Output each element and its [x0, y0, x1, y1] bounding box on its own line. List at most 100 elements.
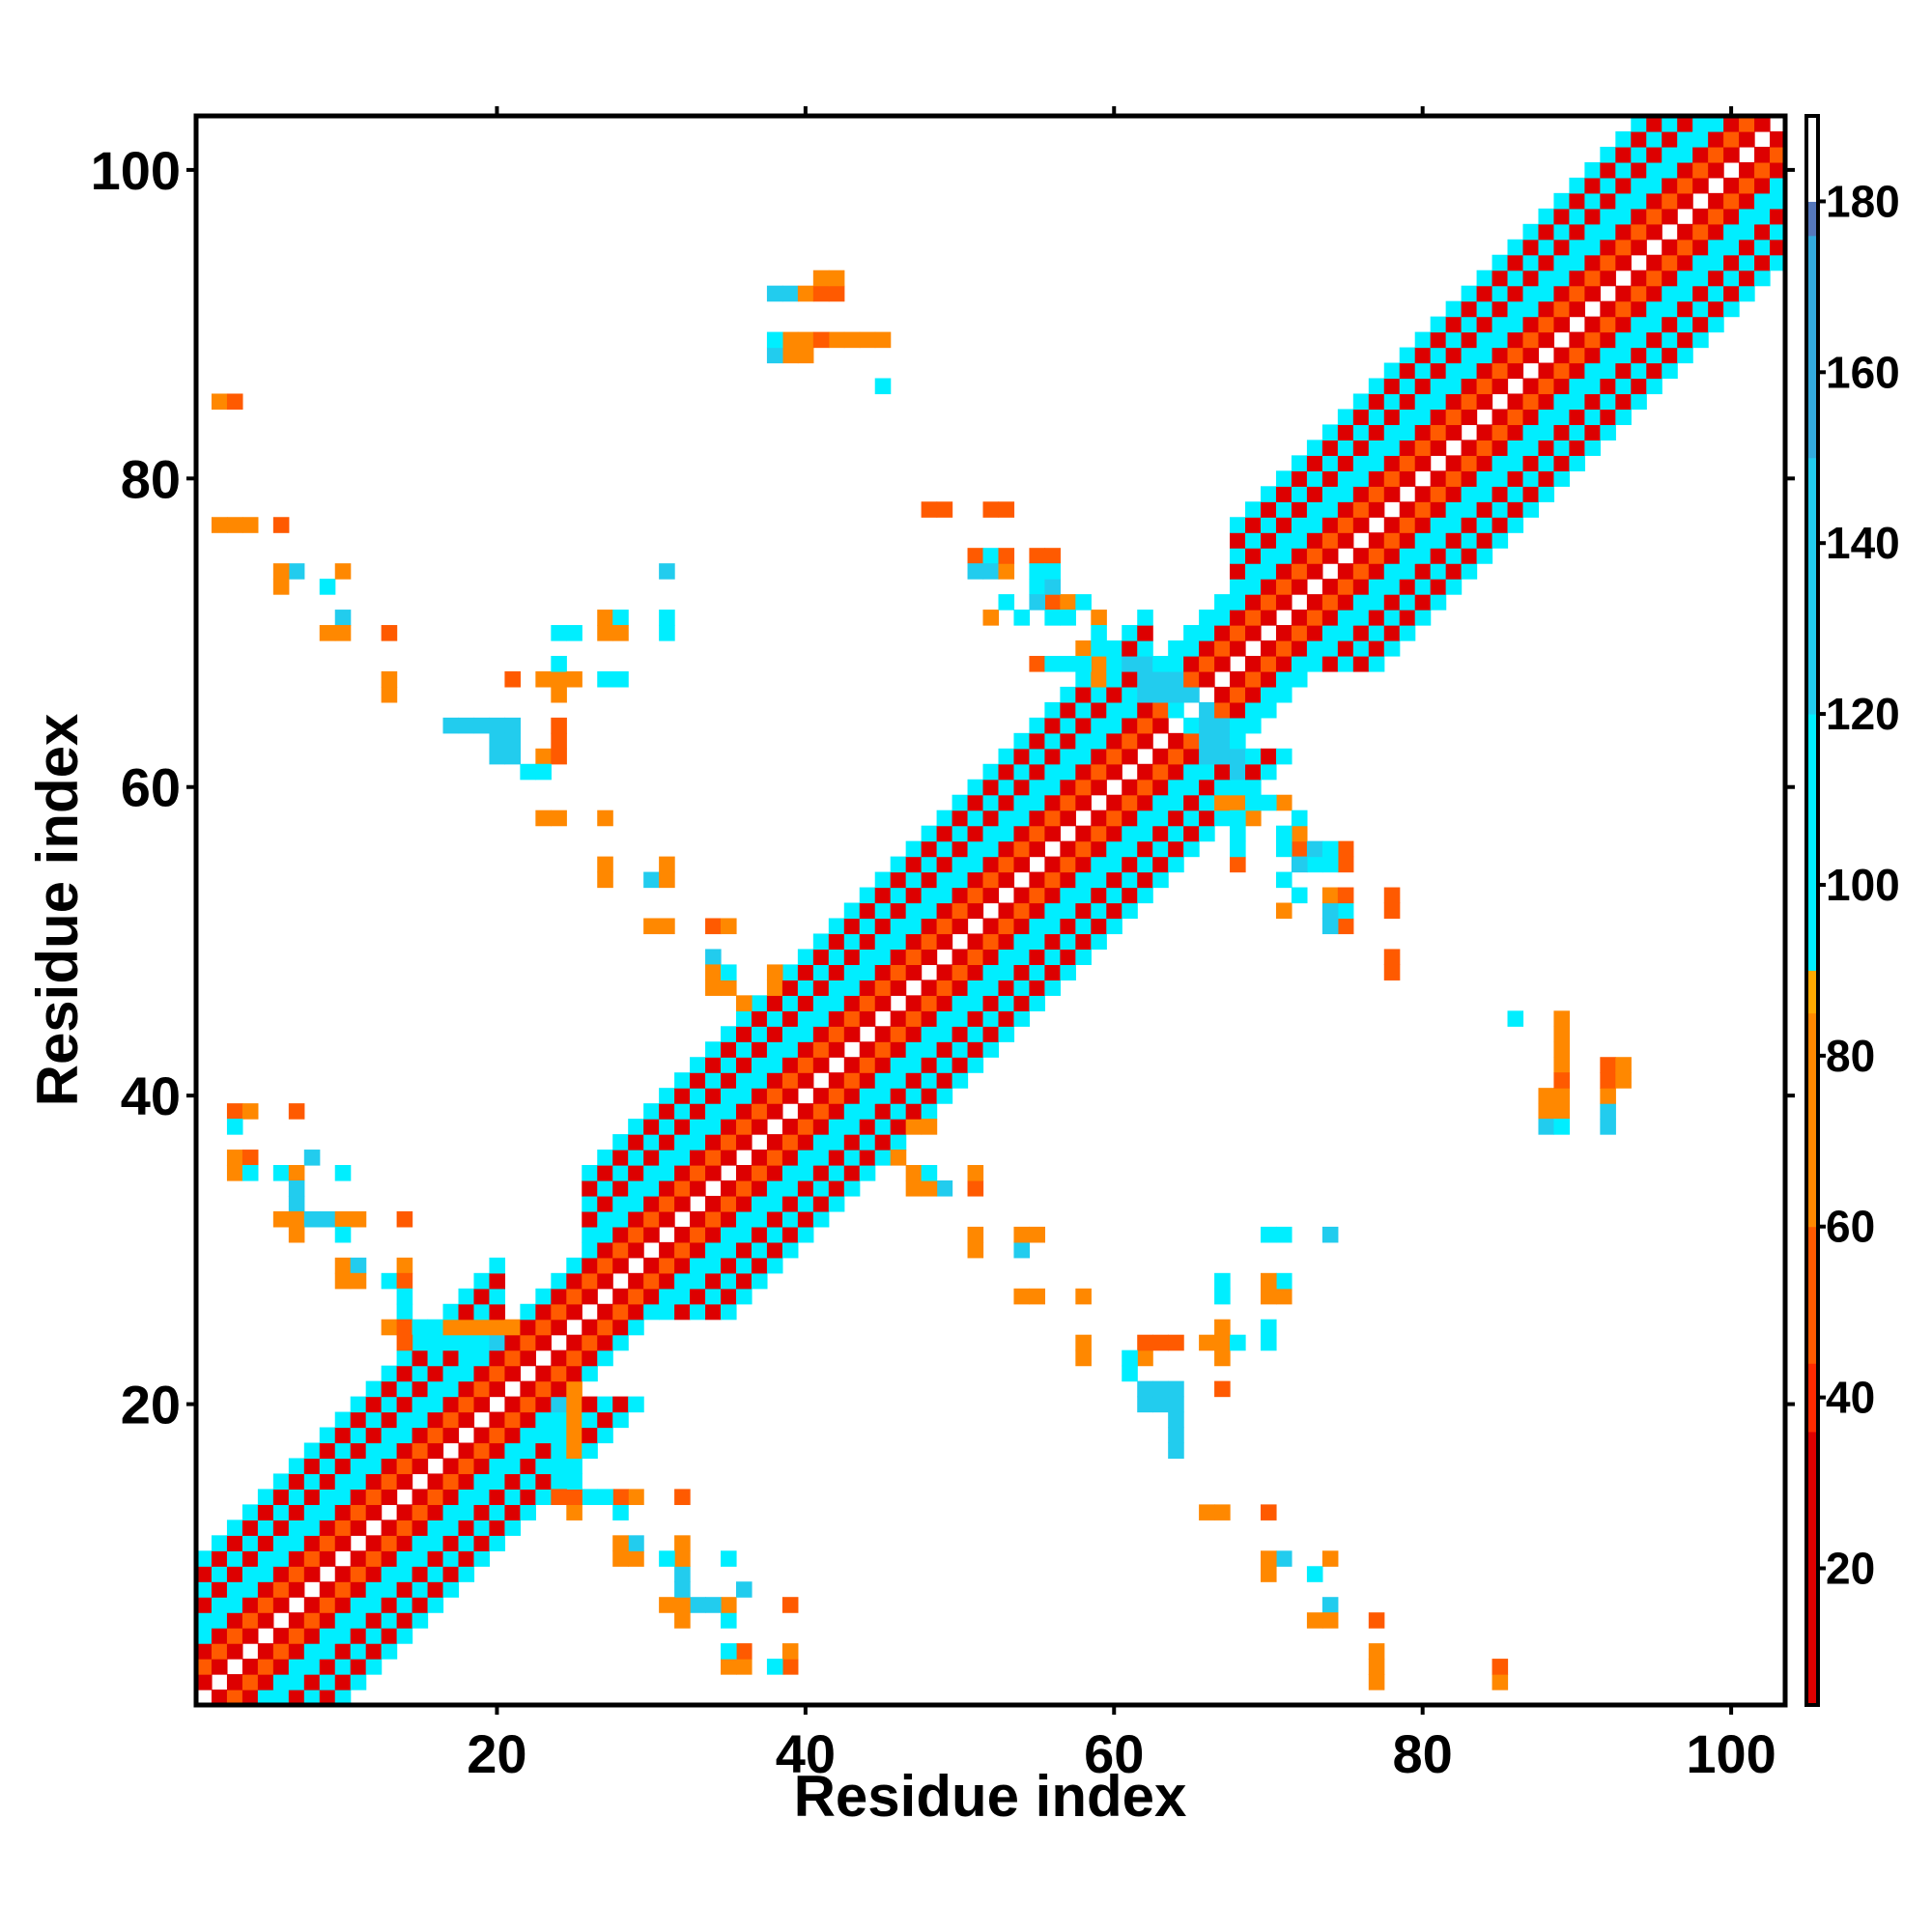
heatmap-cell [936, 980, 953, 996]
heatmap-cell [504, 717, 521, 734]
heatmap-cell [1029, 1288, 1045, 1305]
heatmap-cell [1306, 501, 1323, 518]
heatmap-cell [1044, 856, 1061, 873]
heatmap-cell [705, 1041, 722, 1058]
heatmap-cell [1631, 270, 1647, 287]
heatmap-cell [721, 1026, 737, 1042]
heatmap-cell [1214, 1504, 1231, 1520]
heatmap-cell [1723, 130, 1740, 148]
heatmap-cell [489, 1458, 506, 1475]
heatmap-cell [921, 902, 938, 920]
heatmap-cell [319, 1597, 336, 1613]
heatmap-cell [1214, 686, 1231, 703]
heatmap-cell [350, 1442, 367, 1460]
heatmap-cell [489, 1473, 506, 1491]
heatmap-cell [797, 1210, 814, 1228]
heatmap-cell [1739, 270, 1755, 287]
heatmap-cell [1275, 840, 1293, 858]
heatmap-cell [504, 1427, 521, 1444]
heatmap-cell [1152, 825, 1169, 842]
heatmap-cell [427, 1581, 444, 1598]
heatmap-cell [797, 1134, 814, 1151]
heatmap-cell [1060, 686, 1076, 703]
heatmap-cell [705, 1226, 722, 1243]
heatmap-cell [1260, 1272, 1277, 1290]
heatmap-cell [597, 1396, 613, 1413]
heatmap-cell [1245, 794, 1262, 811]
heatmap-cell [458, 1365, 475, 1382]
heatmap-cell [319, 579, 336, 595]
heatmap-cell [1029, 594, 1045, 611]
heatmap-cell [828, 270, 845, 287]
heatmap-cell [1662, 254, 1678, 271]
heatmap-cell [1414, 594, 1432, 611]
heatmap-cell [427, 1350, 444, 1367]
heatmap-cell [226, 1674, 243, 1690]
heatmap-cell [1337, 918, 1354, 935]
heatmap-cell [1399, 409, 1416, 426]
heatmap-cell [1260, 701, 1277, 719]
heatmap-cell [1553, 455, 1571, 471]
heatmap-cell [582, 1489, 598, 1505]
heatmap-cell [1569, 331, 1585, 349]
heatmap-cell [890, 1134, 907, 1151]
heatmap-cell [1569, 409, 1585, 426]
heatmap-cell [735, 1226, 753, 1243]
heatmap-cell [1522, 424, 1540, 440]
heatmap-cell [1553, 1103, 1571, 1120]
heatmap-cell [551, 1427, 567, 1444]
heatmap-cell [1060, 810, 1076, 827]
heatmap-cell [442, 1350, 460, 1367]
heatmap-cell [1137, 610, 1153, 626]
heatmap-cell [551, 1380, 567, 1398]
heatmap-cell [427, 1411, 444, 1429]
heatmap-cell [1538, 409, 1555, 426]
heatmap-cell [859, 1134, 876, 1151]
heatmap-cell [721, 1103, 737, 1120]
heatmap-cell [365, 1597, 383, 1613]
heatmap-cell [843, 902, 861, 920]
heatmap-cell [952, 856, 969, 873]
heatmap-cell [1414, 563, 1432, 580]
heatmap-cell [1352, 594, 1370, 611]
heatmap-cell [334, 563, 352, 580]
heatmap-cell [1445, 532, 1463, 549]
heatmap-cell [1507, 316, 1524, 333]
heatmap-cell [1430, 517, 1447, 533]
heatmap-cell [196, 1674, 213, 1690]
heatmap-cell [781, 1179, 799, 1197]
heatmap-cell [489, 1319, 506, 1336]
heatmap-cell [690, 1288, 706, 1305]
heatmap-cell [196, 1659, 213, 1675]
heatmap-cell [1352, 470, 1370, 487]
heatmap-cell [721, 1072, 737, 1089]
heatmap-cell [905, 856, 923, 873]
heatmap-cell [705, 918, 722, 935]
heatmap-cell [952, 1057, 969, 1073]
heatmap-cell [690, 1150, 706, 1166]
heatmap-cell [1291, 455, 1308, 471]
heatmap-cell [412, 1597, 429, 1613]
heatmap-cell [597, 1210, 613, 1228]
heatmap-cell [936, 902, 953, 920]
heatmap-cell [936, 1041, 953, 1058]
heatmap-cell [473, 1303, 491, 1321]
heatmap-cell [566, 1427, 582, 1444]
heatmap-cell [1646, 130, 1662, 148]
heatmap-cell [1122, 701, 1138, 719]
heatmap-cell [412, 1566, 429, 1582]
heatmap-cell [1461, 331, 1478, 349]
heatmap-cell [1569, 347, 1585, 364]
heatmap-cell [1770, 130, 1786, 148]
heatmap-cell [396, 1612, 413, 1629]
heatmap-cell [473, 717, 491, 734]
heatmap-cell [597, 1165, 613, 1181]
heatmap-cell [597, 856, 613, 873]
heatmap-cell [828, 1026, 845, 1042]
heatmap-cell [612, 1150, 629, 1166]
heatmap-cell [242, 1674, 259, 1690]
heatmap-cell [1075, 887, 1092, 904]
heatmap-cell [288, 1690, 305, 1706]
heatmap-cell [1199, 825, 1215, 842]
heatmap-cell [1291, 640, 1308, 657]
